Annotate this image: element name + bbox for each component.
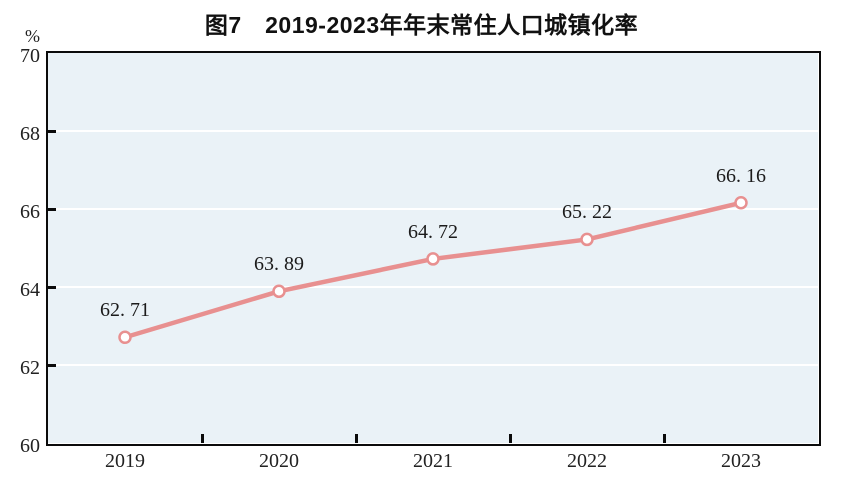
data-point-label: 65. 22: [562, 201, 612, 224]
y-tick-mark: [48, 364, 56, 367]
data-point-marker: [734, 196, 748, 210]
x-tick-mark: [663, 434, 666, 443]
plot-area: [45, 50, 821, 446]
y-tick-label: 70: [20, 45, 40, 67]
x-tick-mark: [355, 434, 358, 443]
x-tick-label: 2023: [721, 450, 761, 472]
x-tick-mark: [201, 434, 204, 443]
y-axis-unit-label: %: [25, 26, 40, 46]
y-tick-mark: [48, 286, 56, 289]
data-point-marker: [118, 330, 132, 345]
x-tick-label: 2019: [105, 450, 145, 472]
chart-title: 图7 2019-2023年年末常住人口城镇化率: [204, 12, 639, 38]
x-tick-label: 2022: [567, 450, 607, 472]
grid-line: [48, 208, 818, 210]
x-tick-label: 2021: [413, 450, 453, 472]
grid-line: [48, 130, 818, 132]
plot-background: [48, 53, 818, 443]
y-tick-label: 64: [20, 279, 40, 301]
data-point-marker: [272, 284, 286, 299]
data-point-label: 63. 89: [254, 253, 304, 276]
y-tick-label: 68: [20, 123, 40, 145]
x-tick-mark: [509, 434, 512, 443]
y-tick-mark: [48, 208, 56, 211]
data-point-label: 64. 72: [408, 220, 458, 243]
y-tick-label: 66: [20, 201, 40, 223]
y-tick-label: 62: [20, 357, 40, 379]
y-tick-mark: [48, 130, 56, 133]
y-tick-label: 60: [20, 435, 40, 457]
x-tick-label: 2020: [259, 450, 299, 472]
data-point-label: 62. 71: [100, 299, 150, 322]
data-point-marker: [580, 232, 594, 247]
line-series: [118, 196, 748, 345]
grid-line: [48, 286, 818, 288]
grid-line: [48, 364, 818, 366]
data-point-marker: [426, 252, 440, 266]
data-point-label: 66. 16: [716, 164, 766, 187]
